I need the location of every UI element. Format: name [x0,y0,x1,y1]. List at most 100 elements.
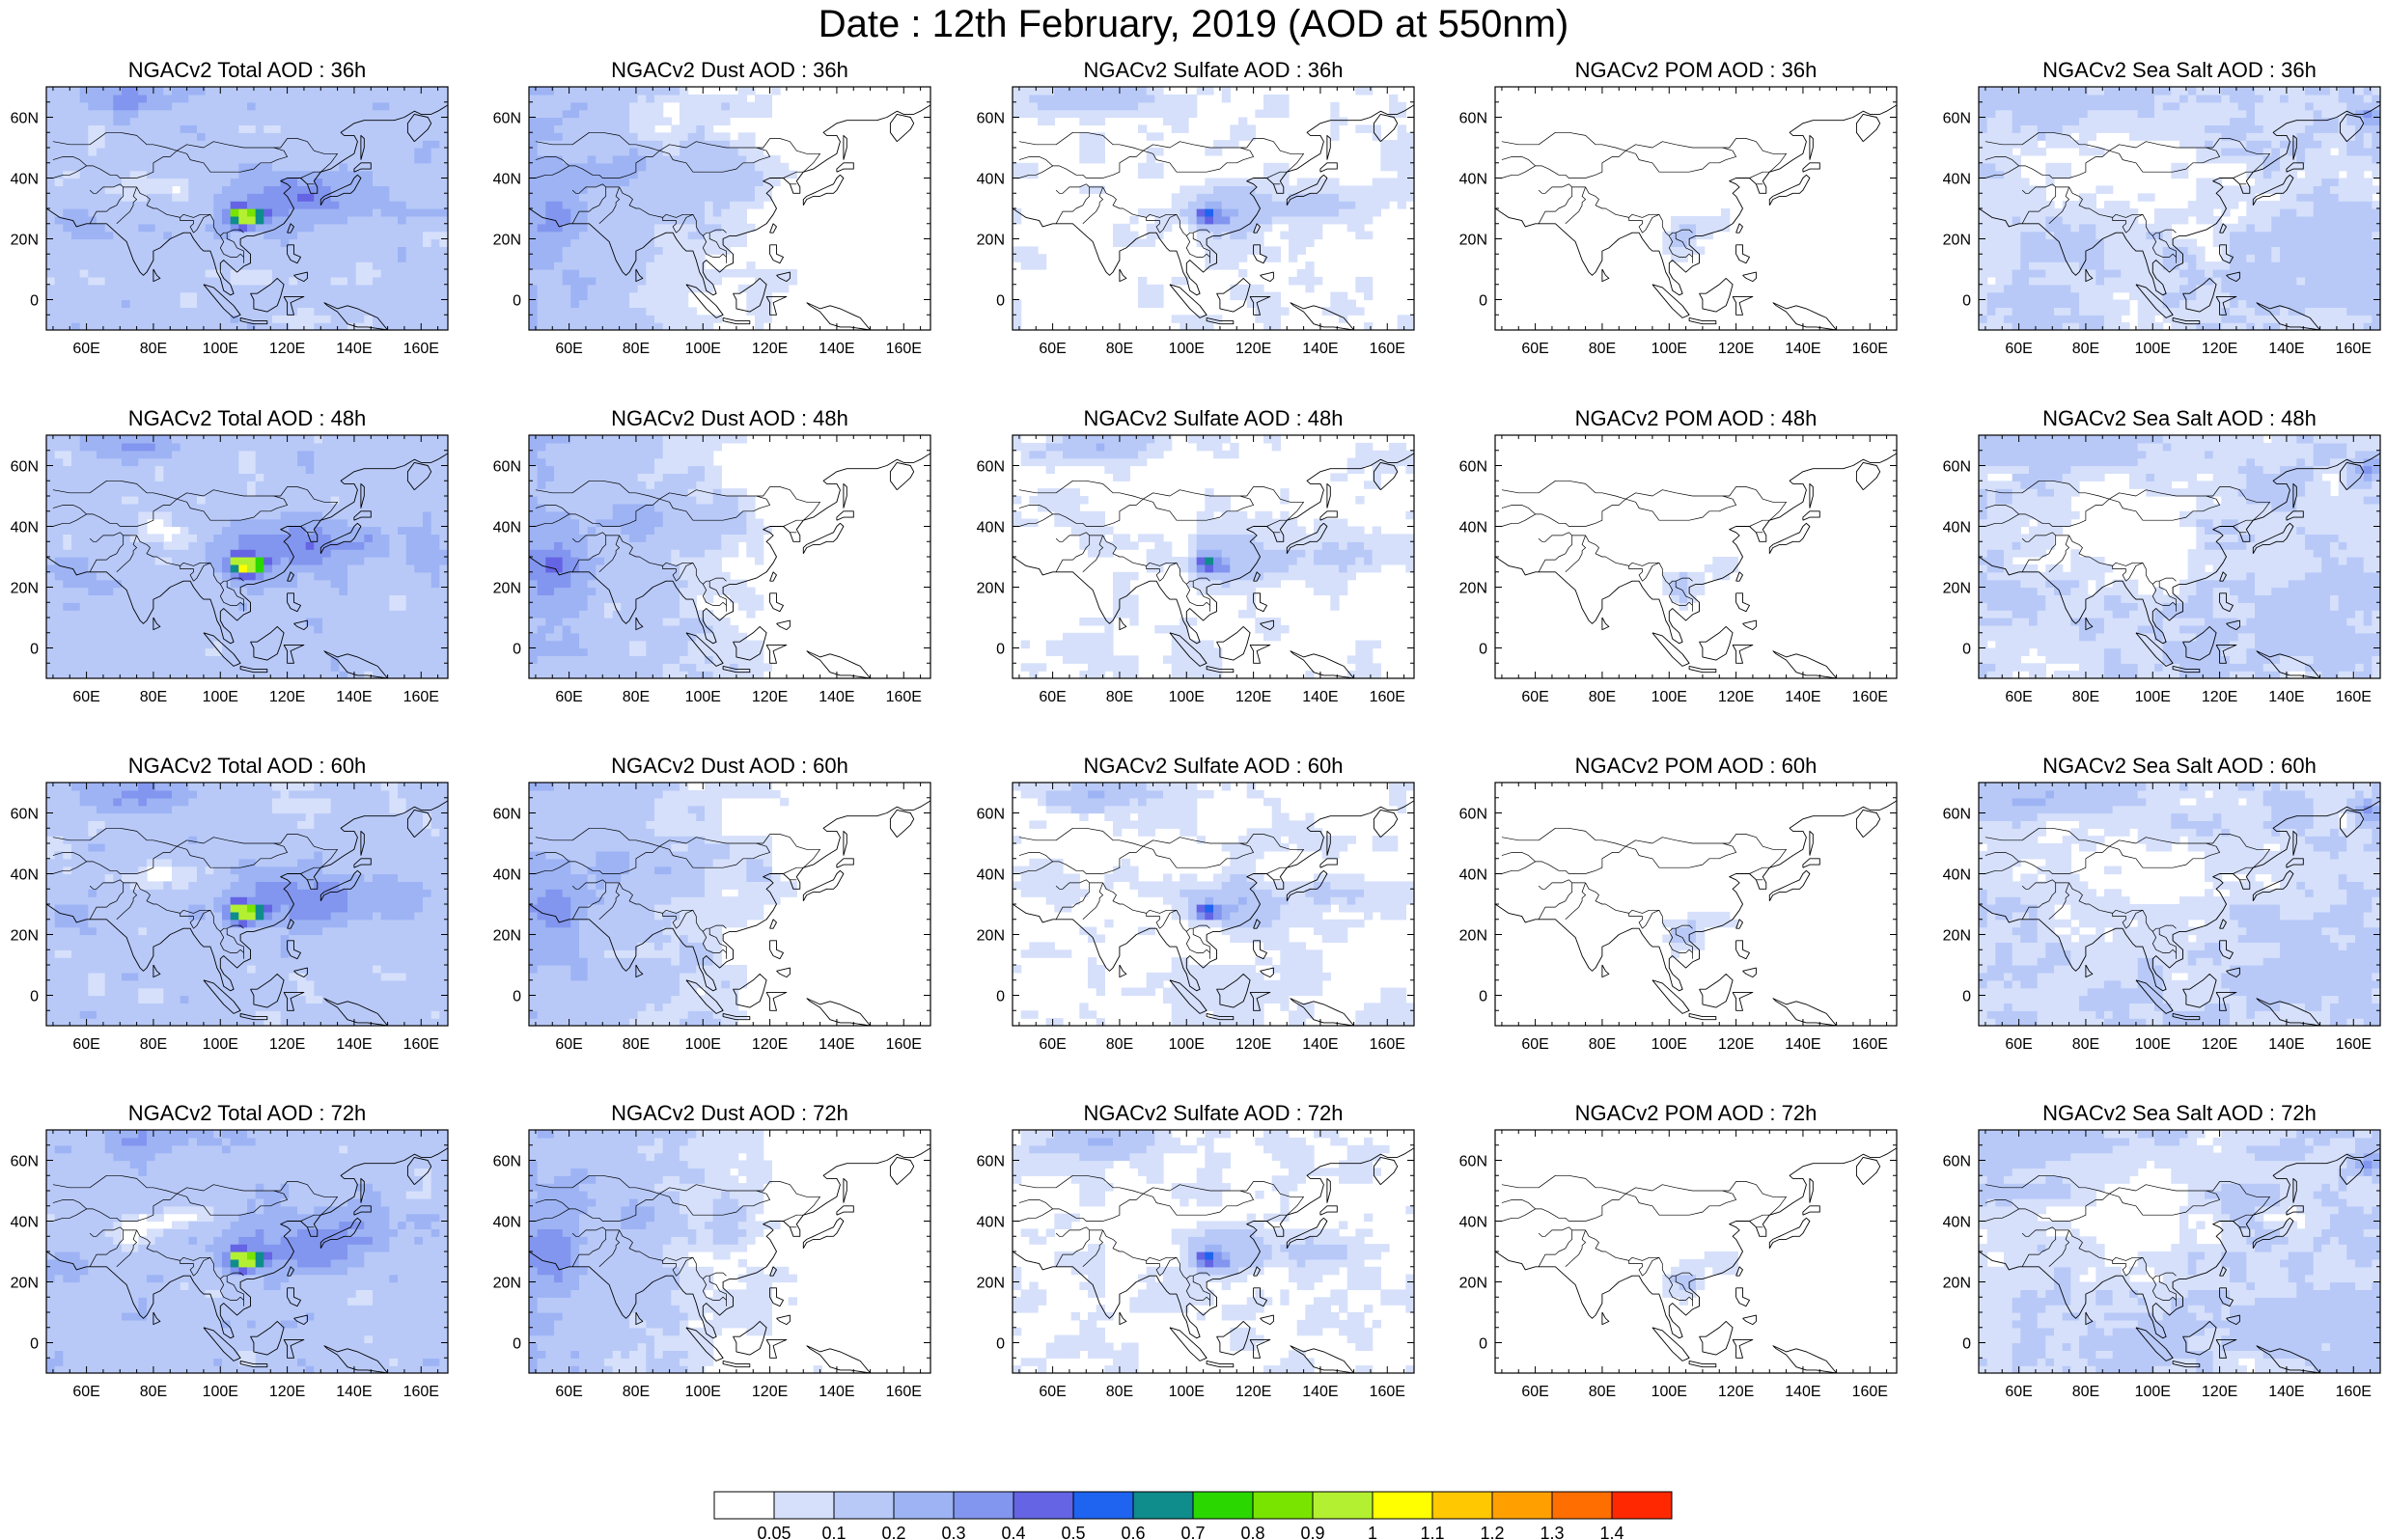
colorbar-swatch [1192,1491,1254,1520]
colorbar-label: 0.8 [1240,1524,1264,1540]
colorbar-label: 1.4 [1599,1524,1624,1540]
map-panel: NGACv2 Sea Salt AOD : 36h 60E 80E 100E 120E 1… [1943,58,2387,369]
lon-tick-label: 120E [269,1384,305,1400]
aod-shading [529,87,797,330]
lon-tick-label: 60E [2005,1384,2032,1400]
lat-tick-label: 60N [11,1154,39,1170]
colorbar-label: 0.05 [757,1524,791,1540]
lon-tick-label: 80E [1106,689,1133,705]
lon-tick-label: 160E [2336,689,2372,705]
panel-title: NGACv2 Total AOD : 60h [17,754,477,779]
lat-tick-label: 40N [1459,867,1487,884]
lon-tick-label: 140E [2268,689,2304,705]
lon-tick-label: 60E [1521,1036,1548,1053]
coastlines [46,800,448,1026]
lat-tick-label: 60N [977,111,1005,127]
lon-tick-label: 100E [2135,1384,2171,1400]
panel-title: NGACv2 POM AOD : 60h [1466,754,1926,779]
colorbar-label: 0.7 [1180,1524,1205,1540]
colorbar-swatch [833,1491,895,1520]
aod-shading [1979,435,2380,678]
colorbar-label: 0.9 [1300,1524,1324,1540]
lat-tick-label: 20N [493,581,521,597]
lon-tick-label: 120E [752,341,788,357]
lon-tick-label: 100E [203,1036,238,1053]
lat-tick-label: 20N [11,581,39,597]
lat-tick-label: 60N [11,459,39,476]
map-panel: NGACv2 Total AOD : 60h 60E 80E 100E 120E 140E… [11,754,477,1064]
aod-map: 60E 80E 100E 120E 140E 160E 0 20N 40N 60N [493,1129,931,1400]
map-panel: NGACv2 Dust AOD : 36h 60E 80E 100E 120E 140E 1… [493,58,959,369]
lat-tick-label: 20N [1459,928,1487,945]
coastlines [1979,1147,2380,1373]
lon-tick-label: 80E [1106,341,1133,357]
lon-tick-label: 60E [555,1384,582,1400]
lon-tick-label: 140E [2268,341,2304,357]
lon-tick-label: 140E [1785,689,1820,705]
lat-tick-label: 20N [11,928,39,945]
colorbar-swatch [1132,1491,1194,1520]
lon-tick-label: 140E [1302,689,1338,705]
lat-tick-label: 0 [1479,642,1487,658]
lon-tick-label: 100E [2135,1036,2171,1053]
coastlines [46,1147,448,1373]
lat-tick-label: 40N [1943,867,1971,884]
colorbar-label: 0.2 [881,1524,905,1540]
coastlines [1013,104,1414,330]
lat-tick-label: 60N [11,807,39,823]
colorbar-label: 1.2 [1480,1524,1504,1540]
coastlines [1495,1147,1897,1373]
colorbar-label: 1 [1368,1524,1377,1540]
lat-tick-label: 40N [977,867,1005,884]
lat-tick-label: 40N [493,867,521,884]
lon-tick-label: 140E [1302,1036,1338,1053]
coastlines [46,104,448,330]
aod-map: 60E 80E 100E 120E 140E 160E 0 20N 40N 60N [11,1129,449,1400]
lon-tick-label: 160E [1370,341,1405,357]
lon-tick-label: 100E [1169,1036,1205,1053]
lat-tick-label: 20N [1459,233,1487,249]
lon-tick-label: 60E [1521,689,1548,705]
lon-tick-label: 160E [2336,1036,2372,1053]
aod-map: 60E 80E 100E 120E 140E 160E 0 20N 40N 60N [11,434,449,705]
aod-shading [1013,1130,1414,1373]
lat-tick-label: 0 [996,1336,1005,1353]
lon-tick-label: 120E [2202,341,2237,357]
colorbar-swatch [1072,1491,1134,1520]
lon-tick-label: 160E [403,341,439,357]
lat-tick-label: 0 [513,989,521,1005]
lon-tick-label: 140E [2268,1036,2304,1053]
panel-title: NGACv2 Dust AOD : 72h [500,1101,959,1126]
colorbar-label: 0.4 [1001,1524,1025,1540]
lon-tick-label: 160E [1370,1036,1405,1053]
lon-tick-label: 160E [886,1036,922,1053]
lon-tick-label: 120E [752,1384,788,1400]
lon-tick-label: 100E [1651,1036,1687,1053]
lon-tick-label: 120E [1718,689,1754,705]
lat-tick-label: 0 [996,989,1005,1005]
map-panel: NGACv2 Sulfate AOD : 60h 60E 80E 100E 120E 14… [977,754,1443,1064]
lat-tick-label: 20N [1943,928,1971,945]
aod-map: 60E 80E 100E 120E 140E 160E 0 20N 40N 60N [1943,434,2381,705]
map-panel: NGACv2 Sulfate AOD : 36h 60E 80E 100E 120E 14… [977,58,1443,369]
lon-tick-label: 80E [2072,1384,2099,1400]
lat-tick-label: 20N [11,1276,39,1292]
aod-shading [1979,783,2380,1026]
lon-tick-label: 120E [1235,1036,1271,1053]
lon-tick-label: 160E [1852,1384,1888,1400]
aod-shading [46,87,448,330]
panel-title: NGACv2 Sea Salt AOD : 60h [1950,754,2387,779]
lon-tick-label: 120E [1718,341,1754,357]
panel-title: NGACv2 Dust AOD : 36h [500,58,959,83]
lon-tick-label: 80E [140,1384,167,1400]
lon-tick-label: 100E [685,1384,721,1400]
coastlines [529,453,930,678]
lon-tick-label: 60E [1039,1384,1066,1400]
map-panel: NGACv2 POM AOD : 36h 60E 80E 100E 120E 140E 16… [1459,58,1926,369]
colorbar-label: 0.3 [941,1524,965,1540]
lon-tick-label: 80E [140,1036,167,1053]
lat-tick-label: 40N [493,520,521,536]
aod-shading [1979,1130,2380,1373]
panel-title: NGACv2 Total AOD : 36h [17,58,477,83]
